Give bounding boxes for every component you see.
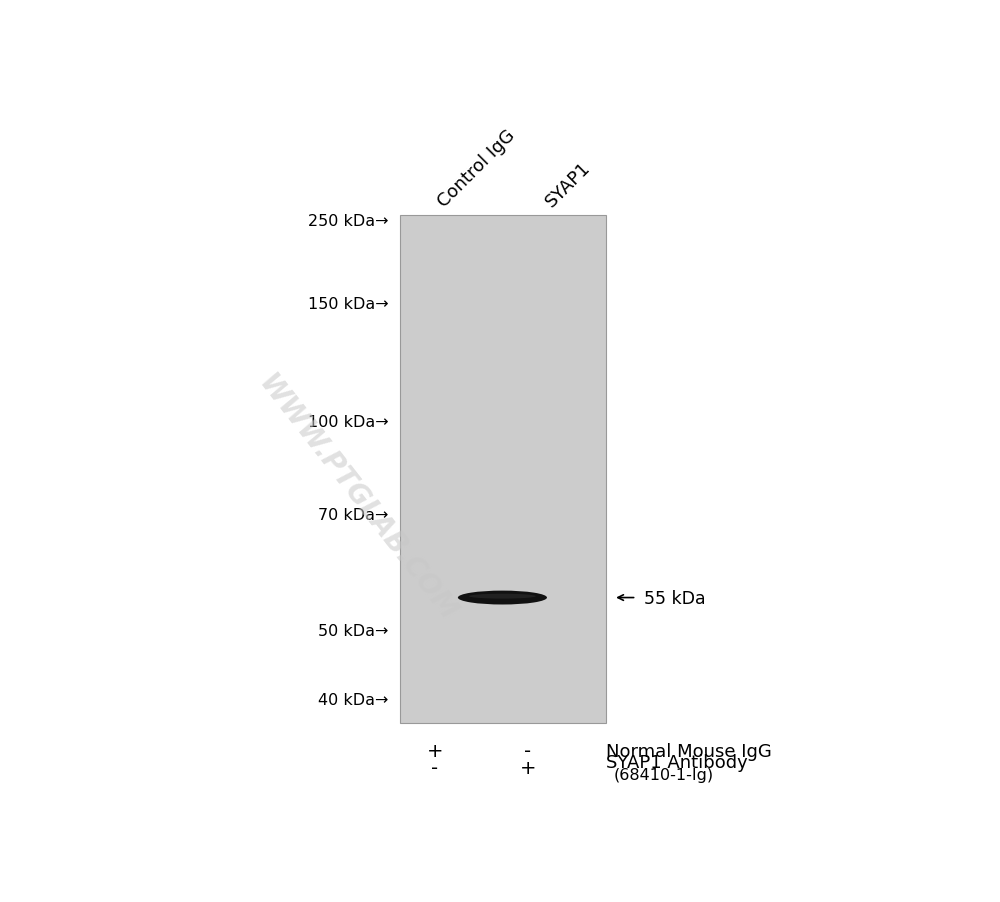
Text: Normal Mouse IgG: Normal Mouse IgG [606, 741, 771, 759]
Text: 100 kDa→: 100 kDa→ [308, 415, 388, 429]
Text: +: + [427, 741, 443, 760]
Text: -: - [524, 741, 532, 760]
Text: 70 kDa→: 70 kDa→ [318, 507, 388, 522]
Text: (68410-1-Ig): (68410-1-Ig) [614, 768, 714, 783]
Bar [400, 216, 606, 723]
Ellipse shape [458, 591, 547, 605]
Text: 40 kDa→: 40 kDa→ [318, 693, 388, 707]
Ellipse shape [469, 594, 536, 599]
Text: +: + [520, 759, 536, 778]
Text: -: - [431, 759, 439, 778]
Text: Control IgG: Control IgG [434, 126, 518, 210]
Text: 55 kDa: 55 kDa [644, 589, 706, 607]
Text: SYAP1: SYAP1 [542, 159, 594, 210]
Text: WWW.PTGLAB.COM: WWW.PTGLAB.COM [253, 369, 462, 626]
Text: 250 kDa→: 250 kDa→ [308, 213, 388, 228]
Text: 50 kDa→: 50 kDa→ [318, 623, 388, 638]
Text: 150 kDa→: 150 kDa→ [308, 297, 388, 311]
Text: SYAP1 Antibody: SYAP1 Antibody [606, 753, 747, 771]
